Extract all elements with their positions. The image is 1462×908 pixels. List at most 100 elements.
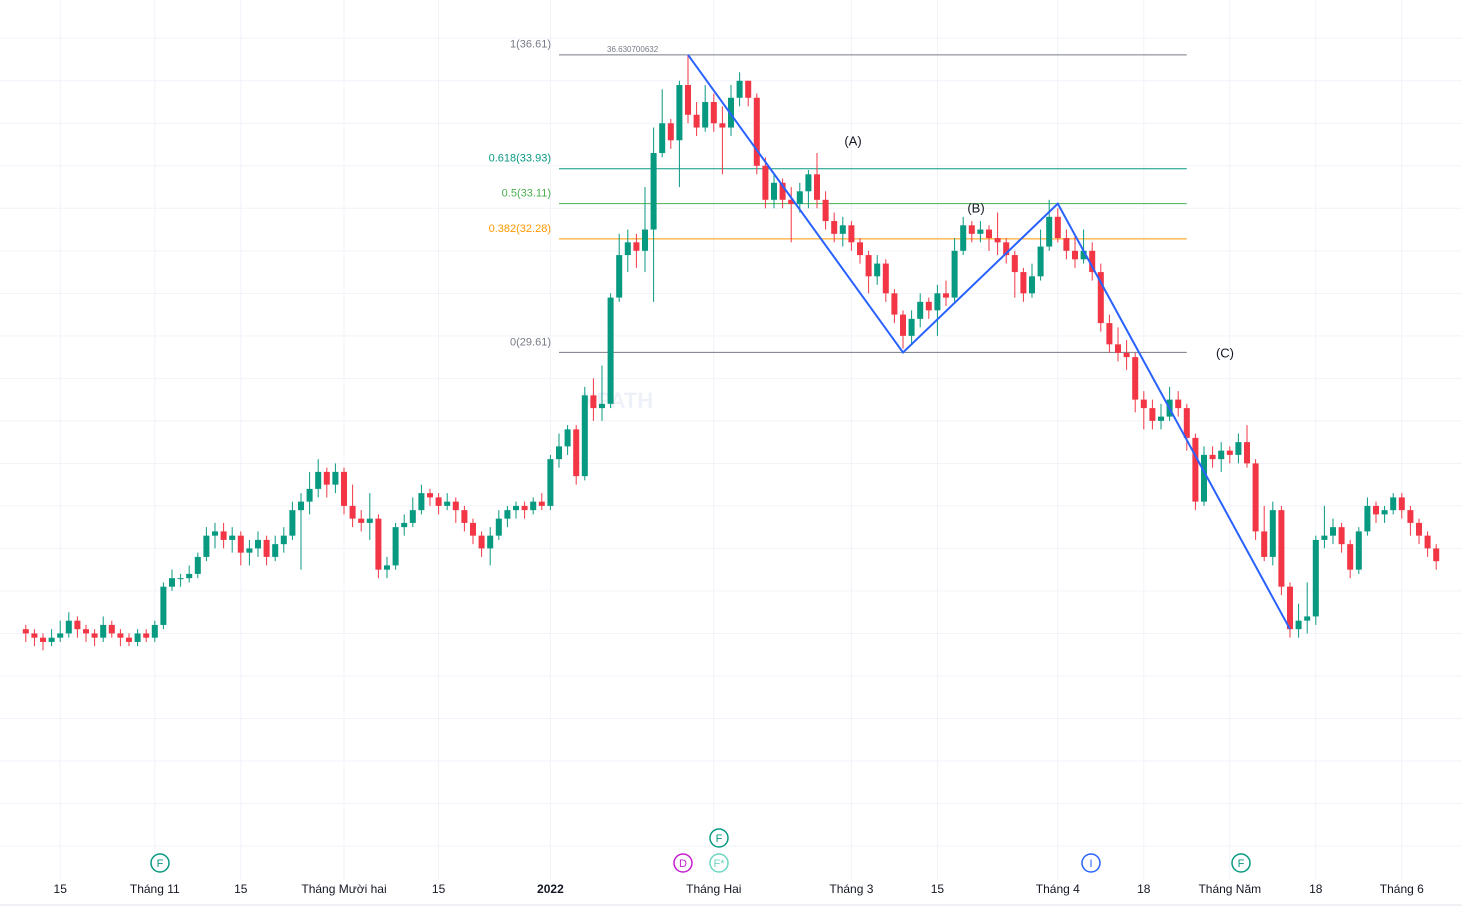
- candle-body: [822, 199, 829, 222]
- x-tick-label: Tháng 11: [130, 882, 180, 896]
- candle-body: [1381, 510, 1388, 515]
- candle-body: [375, 518, 382, 570]
- candle-body: [74, 620, 81, 630]
- candle-body: [813, 174, 821, 200]
- candle-body: [48, 637, 55, 642]
- candle-body: [1183, 408, 1190, 438]
- event-label: F: [716, 833, 723, 845]
- candle-body: [1398, 497, 1405, 511]
- candle-body: [409, 510, 416, 523]
- x-tick-label: Tháng 4: [1036, 882, 1080, 896]
- candle-body: [1252, 463, 1259, 532]
- candle-body: [220, 531, 227, 540]
- candle-body: [1235, 442, 1242, 455]
- event-label: F: [1238, 858, 1245, 870]
- fib-price-label: 36.630700632: [607, 45, 659, 54]
- candle-body: [977, 229, 984, 234]
- candle-body: [272, 544, 279, 557]
- x-tick-label: Tháng Năm: [1198, 882, 1261, 896]
- candle-body: [1278, 510, 1285, 587]
- candle-body: [985, 229, 993, 239]
- candle-body: [1003, 242, 1010, 256]
- candle-body: [1286, 586, 1294, 630]
- candle-body: [779, 182, 786, 200]
- candle-body: [521, 505, 528, 511]
- candle-body: [1140, 399, 1147, 409]
- candle-body: [117, 633, 124, 638]
- x-tick-label: Tháng Hai: [686, 882, 741, 896]
- candle-body: [1347, 544, 1354, 570]
- candle-body: [899, 314, 907, 336]
- candle-body: [1028, 276, 1036, 294]
- x-tick-label: 18: [1137, 882, 1151, 896]
- fib-label: 0(29.61): [510, 336, 551, 348]
- candle-body: [1046, 216, 1053, 247]
- candle-body: [1415, 522, 1423, 536]
- candle-body: [1209, 454, 1216, 460]
- candle-body: [736, 80, 743, 98]
- candle-body: [143, 633, 150, 638]
- candle-body: [289, 510, 296, 536]
- candle-body: [1218, 450, 1225, 460]
- candle-body: [504, 510, 511, 519]
- candle-body: [100, 624, 107, 638]
- candle-body: [865, 255, 872, 277]
- candle-body: [254, 539, 262, 549]
- event-label: I: [1089, 858, 1092, 870]
- candle-body: [418, 493, 425, 511]
- wave-line: [687, 54, 1291, 630]
- candle-body: [1355, 531, 1362, 570]
- x-tick-label: 15: [432, 882, 446, 896]
- candle-body: [719, 123, 726, 128]
- candle-body: [1132, 357, 1139, 400]
- candle-body: [1071, 250, 1079, 260]
- candle-body: [134, 633, 141, 642]
- candle-body: [745, 80, 752, 98]
- candle-body: [246, 548, 253, 553]
- candle-body: [1338, 527, 1345, 545]
- x-tick-label: 15: [931, 882, 945, 896]
- candle-body: [237, 535, 244, 553]
- candle-body: [1321, 535, 1328, 540]
- candle-body: [770, 182, 778, 200]
- candle-body: [925, 301, 932, 311]
- candle-body: [435, 497, 442, 506]
- candle-body: [125, 637, 133, 642]
- x-tick-label: 18: [1309, 882, 1323, 896]
- candle-body: [1226, 450, 1233, 455]
- candle-body: [39, 637, 47, 642]
- candle-body: [960, 225, 967, 251]
- event-label: D: [679, 858, 687, 870]
- candle-body: [91, 633, 98, 638]
- candle-body: [1106, 323, 1113, 345]
- x-tick-label: 15: [234, 882, 248, 896]
- candle-body: [151, 624, 158, 638]
- candle-body: [1312, 539, 1319, 617]
- candle-body: [1037, 246, 1044, 277]
- candle-body: [624, 242, 631, 256]
- candle-body: [1080, 250, 1087, 260]
- wave-label: (A): [844, 133, 861, 148]
- candle-body: [1054, 216, 1061, 239]
- candle-body: [211, 531, 219, 536]
- event-label: F*: [714, 858, 726, 870]
- fib-label: 0.5(33.11): [502, 188, 551, 200]
- candle-body: [581, 395, 588, 477]
- candle-body: [882, 263, 889, 294]
- candle-body: [693, 114, 700, 128]
- candle-body: [512, 505, 520, 511]
- candle-body: [633, 242, 640, 251]
- candle-body: [917, 301, 924, 319]
- candle-body: [349, 505, 356, 519]
- candle-body: [650, 153, 657, 230]
- candle-body: [805, 174, 812, 192]
- candle-body: [469, 522, 477, 536]
- candle-body: [598, 403, 606, 409]
- candle-body: [392, 527, 399, 566]
- event-marker: [709, 853, 729, 873]
- candle-body: [848, 225, 855, 243]
- candle-body: [1192, 437, 1199, 502]
- event-marker: [150, 853, 170, 873]
- candle-body: [530, 501, 537, 511]
